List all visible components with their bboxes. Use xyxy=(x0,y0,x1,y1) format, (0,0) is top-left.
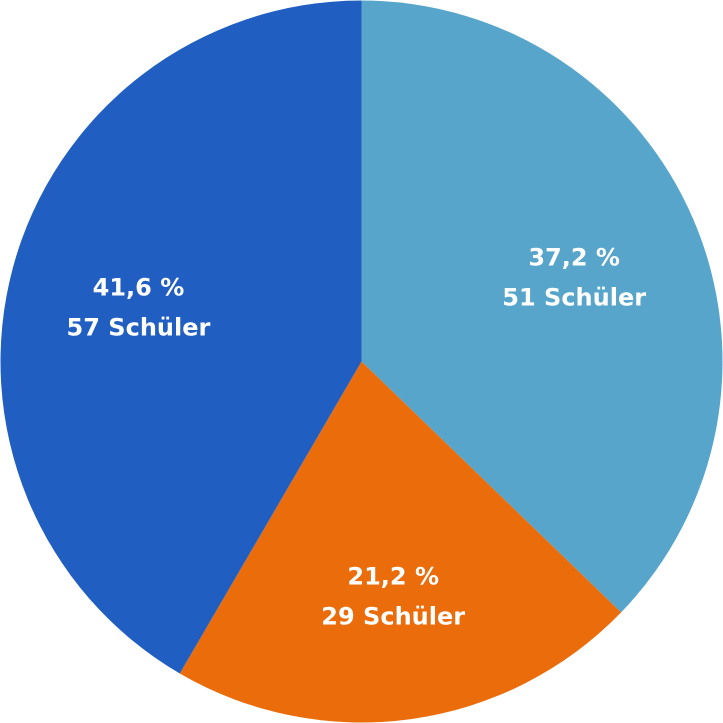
pie-slice-3 xyxy=(0,0,362,674)
slice-percent-label-3: 41,6 % xyxy=(93,273,185,301)
slice-percent-label-1: 37,2 % xyxy=(528,243,620,271)
slice-percent-label-2: 21,2 % xyxy=(347,562,439,590)
slice-count-label-2: 29 Schüler xyxy=(321,602,465,630)
slice-count-label-1: 51 Schüler xyxy=(502,283,646,311)
pie-slice-2 xyxy=(179,361,622,723)
slice-count-label-3: 57 Schüler xyxy=(67,313,211,341)
pie-slice-1 xyxy=(361,0,723,613)
